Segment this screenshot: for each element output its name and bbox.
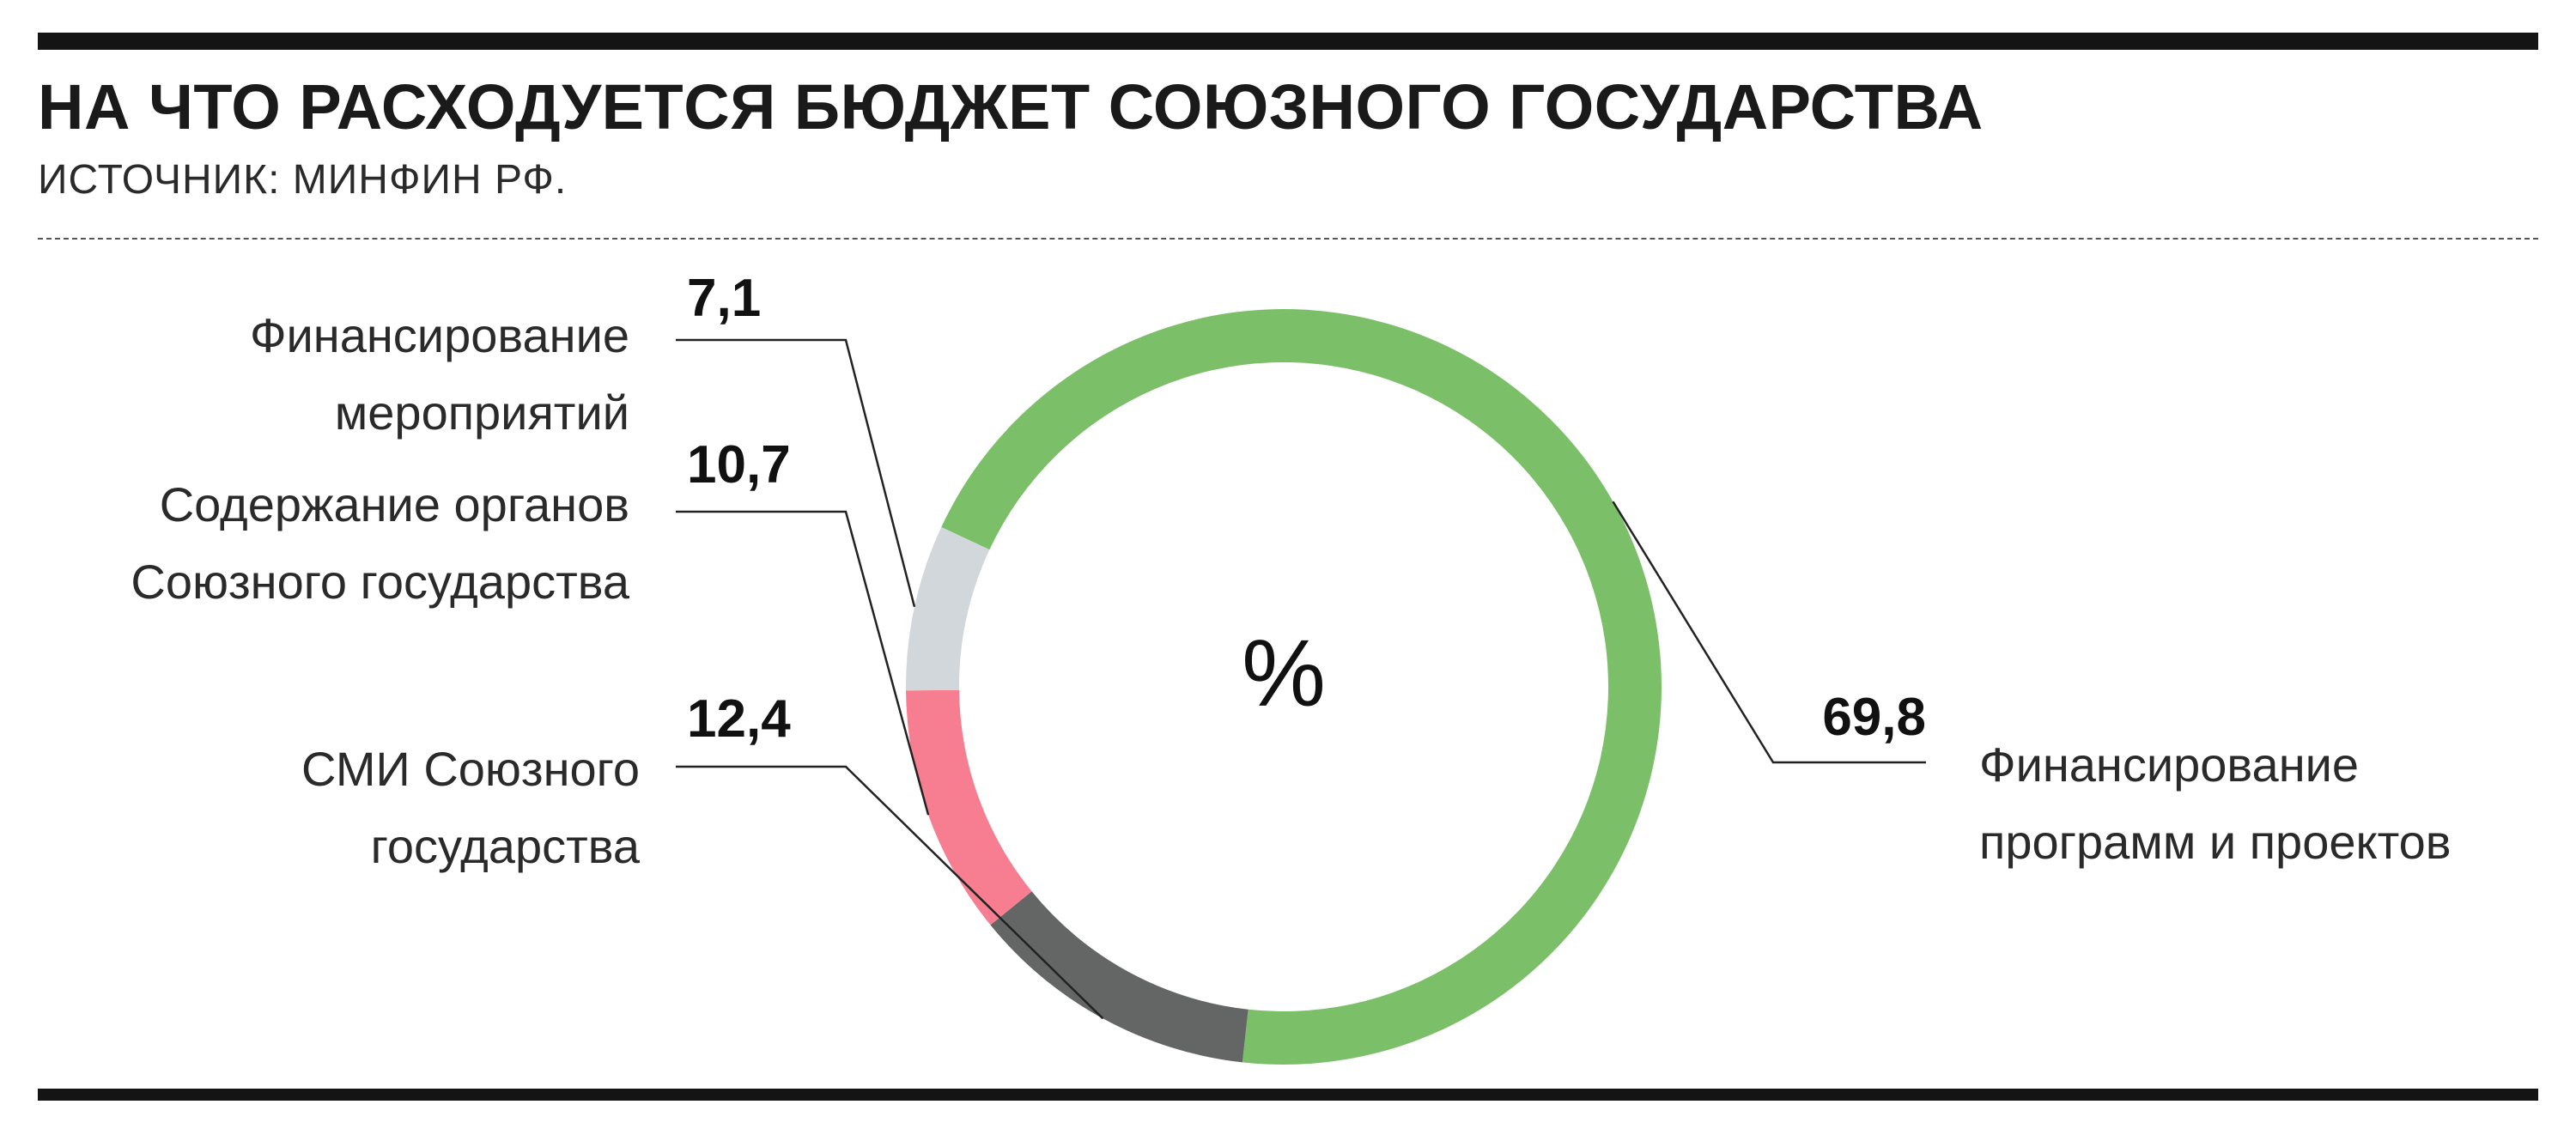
category-label-4-line-2: мероприятий: [335, 385, 629, 440]
leader-line-3: [676, 510, 930, 816]
leader-line-4: [676, 338, 916, 608]
chart-source: ИСТОЧНИК: МИНФИН РФ.: [38, 157, 568, 203]
donut-slice-2: [990, 891, 1249, 1063]
donut-slice-3: [906, 689, 1032, 925]
leader-line-1: [1612, 501, 1926, 764]
slice-annotations: 69,8 Финансирование программ и проектов 12,…: [131, 269, 2451, 1020]
category-label-1-line-2: программ и проектов: [1979, 815, 2451, 869]
leader-line-2: [676, 765, 1104, 1020]
value-label-1: 69,8: [1822, 688, 1926, 747]
category-label-2-line-2: государства: [371, 819, 641, 873]
category-label-4-line-1: Финансирование: [250, 308, 629, 362]
category-label-1-line-1: Финансирование: [1979, 737, 2359, 792]
category-label-3-line-2: Союзного государства: [131, 555, 629, 609]
donut-slices: [905, 308, 1662, 1065]
value-label-3: 10,7: [687, 435, 791, 495]
category-label-3-line-1: Содержание органов: [160, 477, 629, 531]
value-label-2: 12,4: [687, 689, 791, 749]
dashed-divider: [38, 238, 2538, 240]
chart-title: НА ЧТО РАСХОДУЕТСЯ БЮДЖЕТ СОЮЗНОГО ГОСУД…: [38, 71, 1984, 143]
top-rule: [38, 33, 2538, 50]
center-unit-label: %: [1242, 621, 1326, 726]
donut-slice-4: [905, 527, 990, 691]
category-label-2-line-1: СМИ Союзного: [301, 742, 640, 796]
bottom-rule: [38, 1089, 2538, 1101]
value-label-4: 7,1: [687, 269, 761, 328]
